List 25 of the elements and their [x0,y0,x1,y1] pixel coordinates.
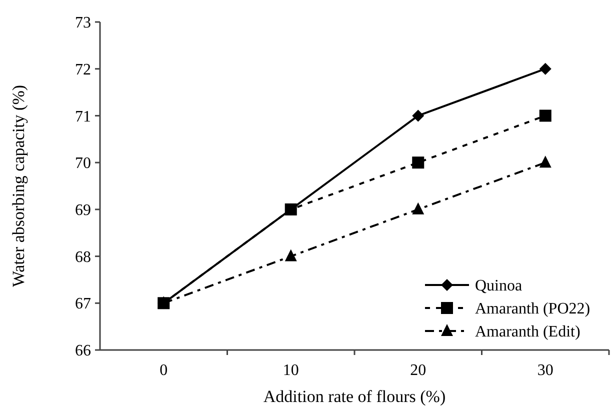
legend-label: Quinoa [475,278,522,295]
point [539,62,552,75]
y-tick-label: 66 [75,342,91,360]
legend-label: Amaranth (PO22) [475,300,590,318]
y-tick-label: 71 [75,108,91,126]
point [284,249,297,262]
point [412,202,424,214]
x-tick-label: 0 [160,362,168,379]
x-axis-title: Addition rate of flours (%) [263,387,446,406]
x-tick-label: 10 [282,362,299,379]
y-axis-title: Water absorbing capacity (%) [9,84,28,288]
point [284,203,297,216]
y-tick-label: 68 [75,248,91,266]
x-tick-label: 30 [537,362,554,379]
point [412,156,424,169]
point [539,156,552,168]
y-tick-label: 67 [75,296,91,313]
y-tick-label: 69 [75,202,91,220]
y-tick-label: 72 [75,61,91,78]
y-tick-label: 73 [75,14,91,32]
legend-label: Amaranth (Edit) [475,324,580,341]
x-tick-label: 20 [410,362,426,379]
point [412,110,424,122]
y-tick-label: 70 [75,155,91,172]
point [539,110,552,122]
